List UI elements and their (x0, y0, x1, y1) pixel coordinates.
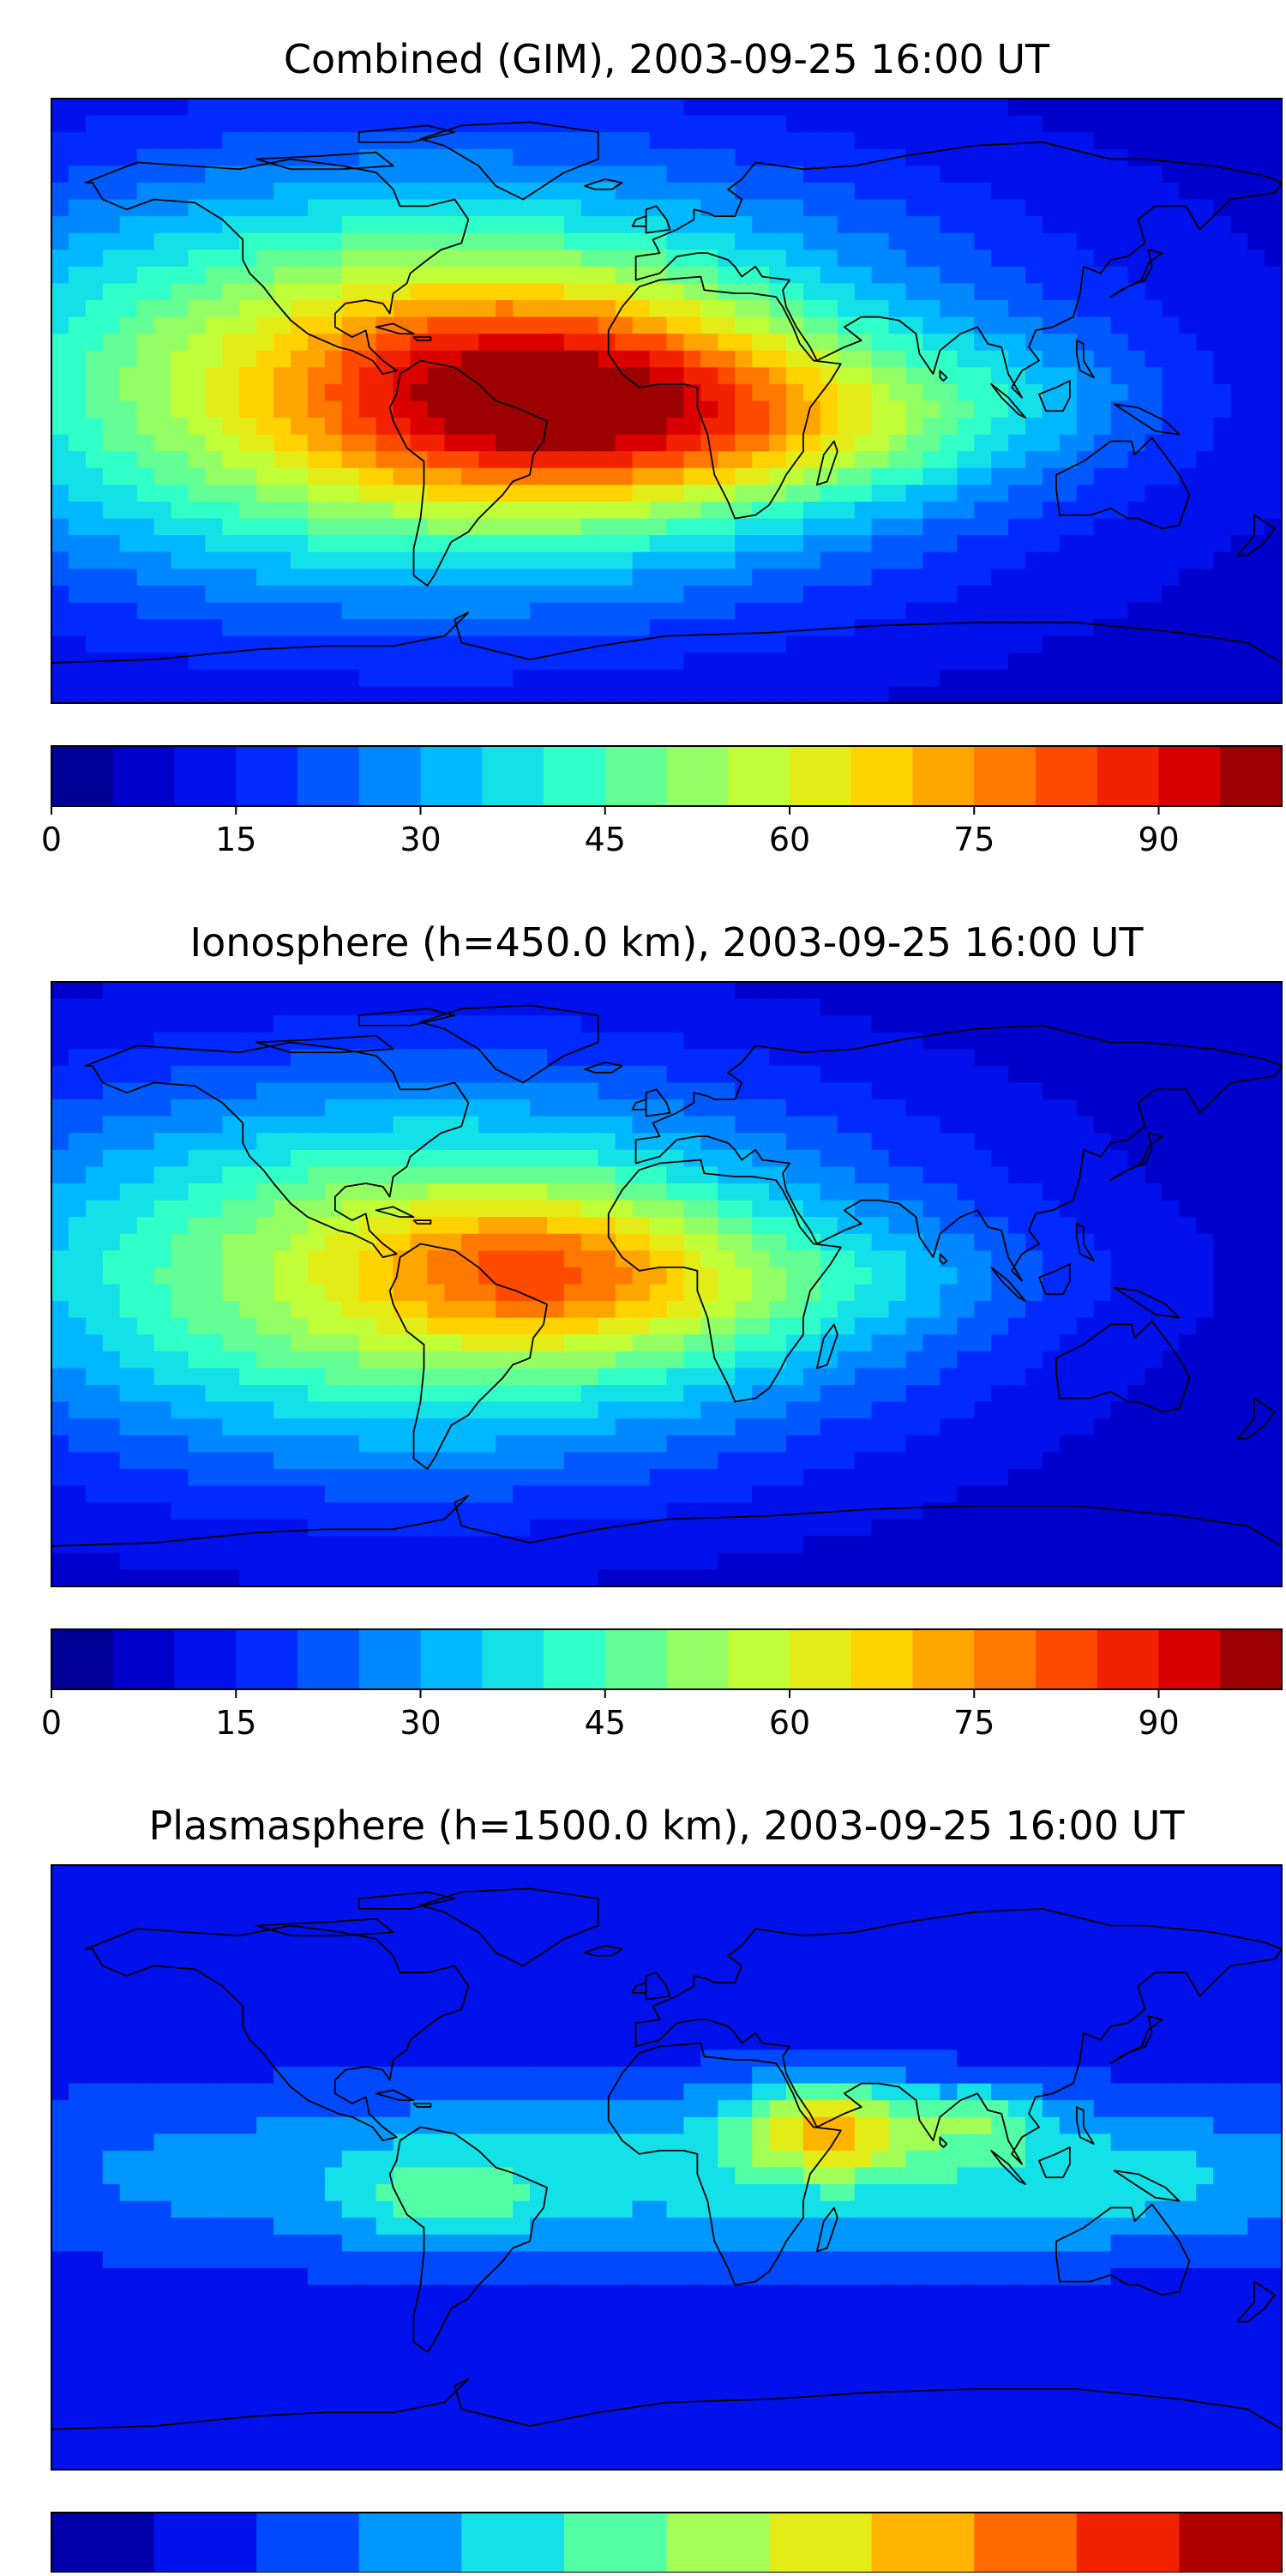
panel-ionosphere: Ionosphere (h=450.0 km), 2003-09-25 16:0… (41, 919, 1283, 1742)
map-plasmasphere (51, 1865, 1283, 2471)
colorbar-segment (1159, 1629, 1221, 1689)
colorbar-segment (667, 1629, 729, 1689)
colorbar-segment (1036, 746, 1097, 806)
colorbar-segment (359, 1629, 421, 1689)
colorbar-segment (913, 1629, 975, 1689)
colorbar-segment (482, 746, 544, 806)
colorbar-tick-label: 60 (769, 1704, 810, 1742)
colorbar-tick-label: 0 (41, 1704, 62, 1742)
colorbar-tick-label: 0 (41, 821, 62, 858)
map-ionosphere (51, 982, 1283, 1587)
colorbar-segment (359, 2513, 462, 2573)
colorbar-combined: 0 15 30 45 60 75 90 (41, 746, 1283, 858)
colorbar-tick-label: 15 (215, 821, 256, 858)
colorbar-tick-label: 75 (953, 821, 995, 858)
colorbar-segment (1077, 2513, 1180, 2573)
colorbar-segment (544, 746, 605, 806)
colorbar-tick-label: 30 (400, 821, 441, 858)
colorbar-segment (297, 1629, 359, 1689)
colorbar-segment (667, 746, 729, 806)
colorbar-segment (236, 746, 297, 806)
colorbar-segment (605, 746, 667, 806)
colorbar-segment (790, 746, 851, 806)
colorbar-segment (913, 746, 975, 806)
colorbar-tick-label: 45 (585, 821, 626, 858)
colorbar-segment (154, 2513, 257, 2573)
colorbar-segment (175, 1629, 237, 1689)
colorbar-segment (359, 746, 421, 806)
colorbar-tick-label: 30 (400, 1704, 441, 1742)
colorbar-segment (175, 746, 237, 806)
colorbar-segment (544, 1629, 605, 1689)
map-combined (51, 99, 1283, 704)
colorbar-segment (482, 1629, 544, 1689)
colorbar-tick-label: 75 (953, 1704, 995, 1742)
colorbar-segment (1220, 746, 1282, 806)
panel-title: Combined (GIM), 2003-09-25 16:00 UT (284, 36, 1050, 82)
colorbar-segment (974, 746, 1036, 806)
colorbar-segment (51, 746, 113, 806)
colorbar-tick-label: 60 (769, 821, 810, 858)
colorbar-segment (790, 1629, 851, 1689)
panel-title: Ionosphere (h=450.0 km), 2003-09-25 16:0… (190, 919, 1145, 966)
colorbar-segment (113, 1629, 175, 1689)
colorbar-tick-label: 90 (1138, 1704, 1179, 1742)
colorbar-tick-label: 45 (585, 1704, 626, 1742)
colorbar-tick-label: 15 (215, 1704, 256, 1742)
colorbar-segment (1220, 1629, 1282, 1689)
colorbar-segment (974, 1629, 1036, 1689)
colorbar-segment (256, 2513, 359, 2573)
colorbar-plasmasphere: 051015202530 (41, 2513, 1286, 2573)
colorbar-segment (113, 746, 175, 806)
colorbar-segment (236, 1629, 297, 1689)
colorbar-segment (605, 1629, 667, 1689)
colorbar-segment (1179, 2513, 1282, 2573)
colorbar-segment (1097, 1629, 1159, 1689)
tec-field (51, 982, 1283, 1587)
panel-plasmasphere: Plasmasphere (h=1500.0 km), 2003-09-25 1… (41, 1803, 1286, 2573)
colorbar-segment (51, 1629, 113, 1689)
colorbar-ionosphere: 0 15 30 45 60 75 90 (41, 1629, 1283, 1742)
colorbar-segment (728, 1629, 790, 1689)
colorbar-segment (667, 2513, 770, 2573)
colorbar-segment (51, 2513, 154, 2573)
colorbar-segment (1036, 1629, 1097, 1689)
colorbar-segment (851, 746, 913, 806)
colorbar-segment (728, 746, 790, 806)
tec-field (51, 1865, 1283, 2471)
colorbar-segment (872, 2513, 975, 2573)
colorbar-segment (421, 746, 483, 806)
colorbar-segment (769, 2513, 872, 2573)
panel-combined: Combined (GIM), 2003-09-25 16:00 UT 0 15 30… (41, 36, 1283, 858)
colorbar-segment (564, 2513, 667, 2573)
colorbar-tick-label: 90 (1138, 821, 1179, 858)
colorbar-segment (851, 1629, 913, 1689)
colorbar-segment (461, 2513, 564, 2573)
panel-title: Plasmasphere (h=1500.0 km), 2003-09-25 1… (149, 1803, 1186, 1849)
tec-field (51, 99, 1283, 704)
colorbar-segment (1097, 746, 1159, 806)
colorbar-segment (974, 2513, 1077, 2573)
colorbar-segment (1159, 746, 1221, 806)
colorbar-segment (297, 746, 359, 806)
colorbar-segment (421, 1629, 483, 1689)
